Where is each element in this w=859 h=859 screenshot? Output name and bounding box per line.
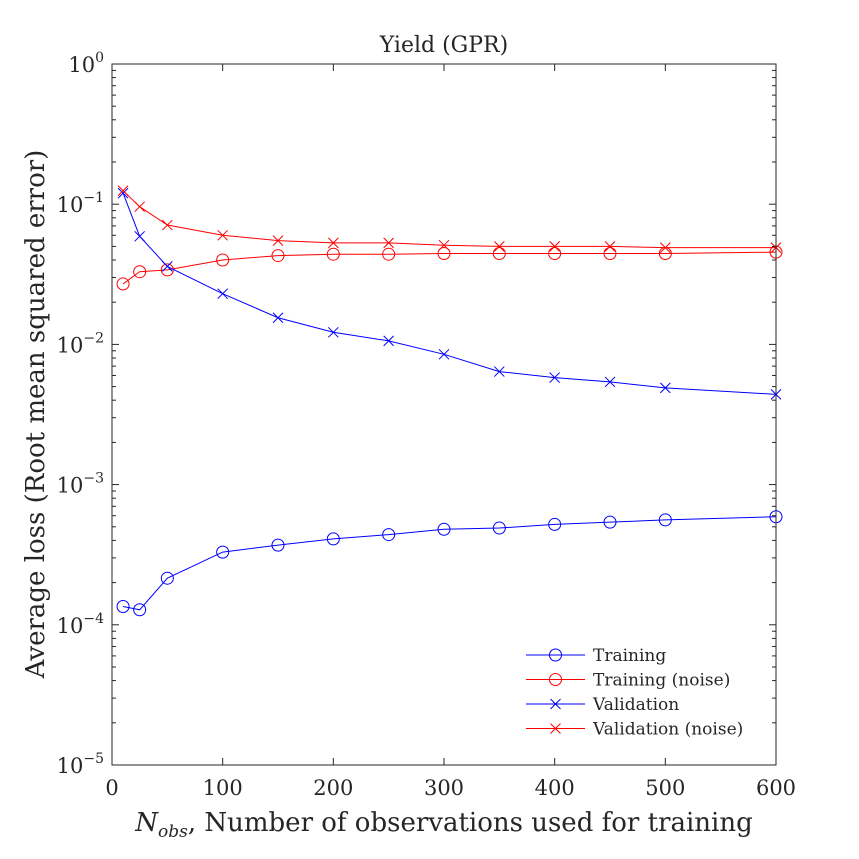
y-tick-label-base: 10 [57,754,84,778]
data-point-validation-noise [134,201,146,213]
data-point-training-noise [382,247,396,261]
data-point-validation [272,312,284,324]
x-tick-label: 300 [424,776,464,800]
data-point-training [133,603,147,617]
data-point-validation-noise [327,237,339,249]
x-tick-label: 600 [756,776,796,800]
legend-label: Training [593,646,666,666]
series-line-training [122,516,777,611]
x-axis-label: Nobs, Number of observations used for tr… [134,808,752,842]
data-point-validation [134,230,146,242]
data-point-training-noise [603,246,617,260]
y-tick-label-base: 10 [57,193,84,217]
y-tick-label: 100 [68,50,104,77]
data-point-training-noise [492,246,506,260]
plot-area [116,185,783,617]
y-tick-label-exponent: −1 [83,190,104,206]
y-axis-label: Average loss (Root mean squared error) [21,150,51,680]
legend-marker [549,648,562,662]
legend-marker [550,723,561,734]
data-point-training-noise [133,265,147,279]
data-point-training [548,517,562,531]
chart-title: Yield (GPR) [379,33,508,58]
x-tick-label: 100 [203,776,243,800]
x-tick-label: 500 [645,776,685,800]
data-point-training-noise [437,246,451,260]
data-point-training [326,532,340,546]
data-point-validation-noise [604,241,616,252]
x-tick-label: 200 [313,776,353,800]
legend-label: Training (noise) [593,671,730,691]
data-point-validation-noise [217,229,229,241]
data-point-training [492,521,506,535]
series-validation-noise [117,185,782,253]
y-tick-label: 10−4 [57,611,104,638]
y-tick-label-base: 10 [68,53,95,77]
data-point-training-noise [271,249,285,263]
data-point-validation-noise [383,237,395,249]
data-point-validation-noise [272,235,284,246]
legend-label: Validation [592,695,679,715]
data-point-validation [327,326,339,338]
data-point-validation [117,187,129,199]
data-point-validation [217,288,229,300]
x-axis-label-symbol: N [134,808,159,838]
legend-item-training: Training [526,646,666,666]
data-point-validation [549,372,561,383]
legend-item-validation-noise: Validation (noise) [526,720,743,740]
series-validation [117,187,782,400]
data-point-training [160,571,174,585]
data-point-training [382,528,396,542]
y-tick-label-exponent: 0 [95,50,104,66]
axes: 0 100 200 300 400 500 60010010−110−210−310−410… [57,50,796,800]
y-tick-label: 10−2 [57,330,104,357]
y-tick-label-base: 10 [57,474,84,498]
data-point-training-noise [548,246,562,260]
data-point-training [658,513,672,527]
data-point-validation [493,366,505,377]
legend-label: Validation (noise) [592,720,743,740]
data-point-training-noise [326,247,340,261]
data-point-validation-noise [549,241,561,252]
legend-marker [550,698,561,710]
data-point-validation [438,348,450,360]
legend-marker [549,673,562,686]
y-tick-label-exponent: −4 [83,611,104,627]
legend: Training Training (noise) Validation Valida… [526,646,743,740]
data-point-training-noise [216,253,230,267]
y-tick-label-base: 10 [57,333,84,357]
x-tick-label: 0 [105,776,118,800]
data-point-validation [161,261,173,272]
y-tick-label: 10−3 [57,471,104,498]
legend-item-training-noise: Training (noise) [526,671,730,691]
series-training [116,510,783,617]
x-axis-label-subscript: obs [158,822,188,842]
y-tick-label-exponent: −5 [83,751,104,767]
data-point-training [603,515,617,529]
data-point-validation [659,382,671,394]
y-tick-label: 10−1 [57,190,104,217]
y-tick-label-base: 10 [57,614,84,638]
data-point-validation [604,376,616,388]
data-point-training [271,538,285,552]
series-line-training-noise [122,251,777,285]
x-axis-label-text: , Number of observations used for traini… [188,808,753,838]
data-point-validation-noise [493,241,505,252]
data-point-validation-noise [438,239,450,251]
data-point-validation-noise [117,185,129,196]
data-point-validation [383,335,395,347]
data-point-training [437,522,451,536]
data-point-validation-noise [659,242,671,253]
y-tick-label: 10−5 [57,751,104,778]
legend-item-validation: Validation [526,695,679,715]
data-point-training [116,600,130,614]
x-tick-label: 400 [535,776,575,800]
y-tick-label-exponent: −2 [83,330,104,346]
y-tick-label-exponent: −3 [83,471,104,487]
data-point-training [216,545,230,559]
data-point-validation-noise [161,219,173,231]
data-point-training-noise [116,277,130,291]
